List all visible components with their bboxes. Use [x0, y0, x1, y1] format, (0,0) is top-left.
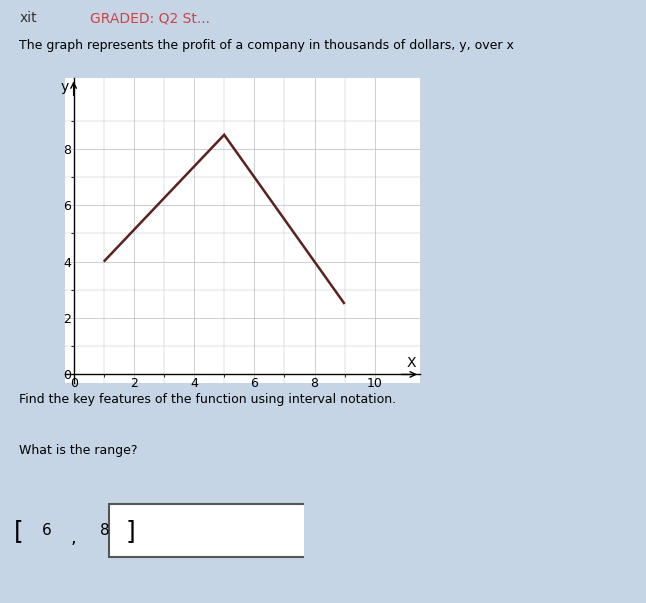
Text: ]: ]: [126, 519, 136, 543]
Text: X: X: [406, 356, 415, 370]
Text: y: y: [61, 80, 68, 94]
Text: 6: 6: [41, 523, 51, 538]
FancyBboxPatch shape: [109, 504, 586, 557]
Text: What is the range?: What is the range?: [19, 444, 138, 457]
Text: GRADED: Q2 St...: GRADED: Q2 St...: [90, 11, 211, 25]
Text: Find the key features of the function using interval notation.: Find the key features of the function us…: [19, 393, 396, 406]
Text: [: [: [14, 519, 24, 543]
Text: xit: xit: [19, 11, 37, 25]
Text: The graph represents the profit of a company in thousands of dollars, y, over x: The graph represents the profit of a com…: [19, 39, 514, 52]
Text: 8: 8: [99, 523, 109, 538]
Text: ,: ,: [71, 529, 77, 547]
